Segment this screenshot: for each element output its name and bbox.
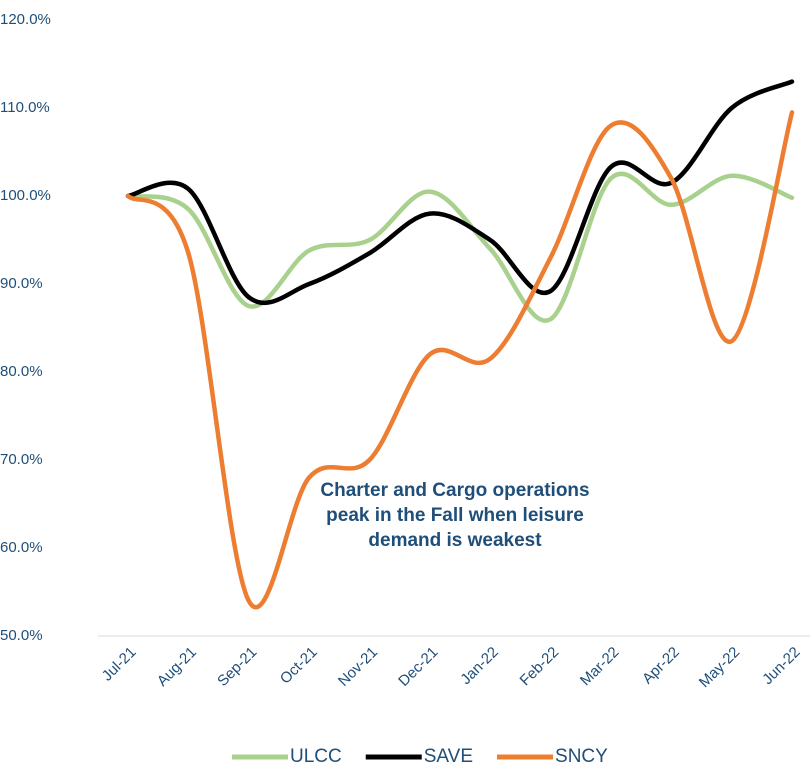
x-tick-label: Apr-22 bbox=[639, 644, 683, 688]
line-series bbox=[125, 171, 795, 323]
x-tick-label: Sep-21 bbox=[214, 644, 260, 690]
x-tick-label: Dec-21 bbox=[395, 644, 441, 690]
y-tick-label: 110.0% bbox=[0, 99, 50, 116]
y-tick-label: 50.0% bbox=[0, 627, 43, 644]
legend-label: ULCC bbox=[290, 746, 342, 767]
x-tick-label: May-22 bbox=[696, 644, 743, 691]
x-tick-label: Jun-22 bbox=[759, 644, 803, 688]
x-tick-label: Nov-21 bbox=[335, 644, 381, 690]
x-tick-label: Aug-21 bbox=[154, 644, 200, 690]
y-tick-label: 70.0% bbox=[0, 451, 43, 468]
legend-label: SAVE bbox=[424, 746, 473, 767]
annotation: Charter and Cargo operations peak in the… bbox=[320, 480, 590, 551]
x-tick-label: Oct-21 bbox=[277, 644, 321, 688]
legend-label: SNCY bbox=[555, 746, 608, 767]
y-tick-label: 100.0% bbox=[0, 187, 51, 204]
y-tick-label: 60.0% bbox=[0, 539, 43, 556]
line-series bbox=[125, 110, 795, 610]
y-tick-label: 80.0% bbox=[0, 363, 43, 380]
x-tick-label: Jan-22 bbox=[457, 644, 501, 688]
y-tick-label: 120.0% bbox=[0, 11, 51, 28]
y-tick-label: 90.0% bbox=[0, 275, 43, 292]
x-tick-label: Feb-22 bbox=[517, 644, 563, 690]
line-series bbox=[125, 79, 795, 306]
x-tick-label: Jul-21 bbox=[99, 644, 140, 685]
x-tick-label: Mar-22 bbox=[577, 644, 623, 690]
